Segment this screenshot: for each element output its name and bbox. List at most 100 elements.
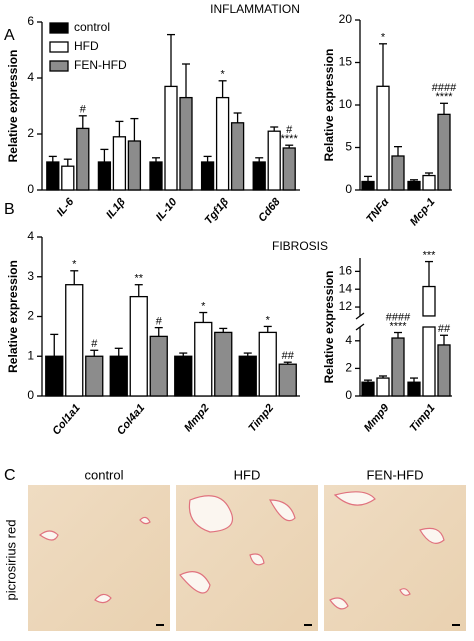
x-tick-label: IL1β (104, 196, 128, 221)
y-tick-label: 10 (339, 97, 353, 111)
bar (149, 335, 168, 397)
bar (407, 381, 421, 397)
bar (127, 140, 142, 191)
panel-label: A (4, 27, 15, 44)
y-tick-label: 1 (27, 348, 34, 362)
bar (76, 127, 90, 191)
bar (391, 337, 405, 397)
bar (46, 161, 60, 191)
significance-label: * (266, 314, 271, 326)
chart-title: FIBROSIS (272, 239, 328, 253)
y-tick-label: 16 (339, 264, 353, 278)
y-tick-label: 20 (339, 12, 353, 26)
bar (422, 326, 436, 397)
bar (422, 174, 436, 191)
significance-label: # (91, 338, 98, 350)
panel-label: B (4, 201, 15, 218)
bar (238, 355, 257, 397)
bar (376, 377, 390, 397)
significance-label: ## (438, 323, 451, 335)
x-tick-label: IL-10 (154, 195, 180, 223)
axis-break (355, 323, 365, 331)
bar (194, 321, 213, 397)
x-tick-label: Timp1 (408, 402, 438, 434)
x-tick-label: Col1a1 (50, 402, 82, 437)
micrographs (28, 485, 466, 631)
x-tick-label: TNFα (364, 195, 392, 225)
bar (179, 96, 193, 191)
y-tick-label: 4 (27, 70, 34, 84)
bar (267, 130, 281, 191)
x-tick-label: Mcp-1 (408, 196, 438, 228)
x-tick-label: Tgf1β (203, 196, 232, 227)
micrograph (28, 485, 170, 631)
bar (278, 363, 297, 397)
significance-label: **** (435, 91, 453, 103)
axis-break (355, 312, 365, 320)
bar (164, 85, 178, 191)
bar (112, 136, 127, 191)
y-axis-label: Relative expression (322, 271, 336, 384)
bar (109, 355, 128, 397)
significance-label: #### (386, 311, 411, 323)
bar (215, 96, 230, 191)
legend-swatch (49, 41, 69, 53)
x-tick-label: Cd68 (256, 195, 283, 224)
y-axis-label: Relative expression (6, 50, 20, 163)
bar (437, 344, 451, 397)
y-tick-label: 4 (345, 333, 352, 347)
x-tick-label: Col4a1 (115, 402, 147, 437)
bar (129, 295, 148, 397)
significance-label: **** (281, 133, 299, 145)
y-tick-label: 0 (27, 182, 34, 196)
y-axis-label: Relative expression (322, 49, 336, 162)
bar (149, 161, 163, 191)
y-tick-label: 12 (339, 299, 353, 313)
x-tick-label: Timp2 (246, 402, 276, 434)
y-tick-label: 2 (27, 126, 34, 140)
y-tick-label: 0 (27, 388, 34, 402)
bar (437, 113, 451, 191)
bar (61, 165, 75, 191)
significance-label: # (286, 124, 293, 136)
significance-label: # (156, 316, 163, 328)
chart-title: INFLAMMATION (210, 2, 300, 16)
x-tick-label: Mmp2 (182, 402, 212, 434)
significance-label: ## (282, 350, 295, 362)
legend-swatch (49, 60, 69, 72)
bar (214, 331, 233, 397)
y-tick-label: 2 (27, 309, 34, 323)
bar (361, 180, 375, 191)
bar (361, 381, 375, 397)
y-tick-label: 0 (345, 388, 352, 402)
stain-label: picrosirius red (3, 520, 18, 601)
bar (45, 355, 64, 397)
y-tick-label: 4 (27, 229, 34, 243)
x-tick-label: Mmp9 (362, 401, 392, 434)
bar (200, 161, 215, 191)
micrograph (324, 485, 466, 631)
y-tick-label: 0 (345, 182, 352, 196)
significance-label: * (201, 300, 206, 312)
significance-label: *** (423, 249, 437, 261)
bar (282, 147, 296, 191)
bar (230, 122, 245, 191)
significance-label: # (80, 104, 87, 116)
bar (391, 155, 405, 191)
legend-swatch (49, 22, 69, 34)
significance-label: * (381, 32, 386, 44)
legend-label: control (74, 20, 110, 34)
significance-label: #### (432, 82, 457, 94)
column-label: HFD (234, 467, 261, 482)
column-label: control (84, 467, 123, 482)
y-tick-label: 2 (345, 361, 352, 375)
legend-label: FEN-HFD (74, 58, 127, 72)
bar (258, 331, 277, 397)
bar (422, 285, 436, 317)
y-tick-label: 3 (27, 269, 34, 283)
bar (407, 180, 421, 191)
y-tick-label: 5 (345, 140, 352, 154)
y-axis-label: Relative expression (6, 260, 20, 373)
bar (174, 355, 193, 397)
